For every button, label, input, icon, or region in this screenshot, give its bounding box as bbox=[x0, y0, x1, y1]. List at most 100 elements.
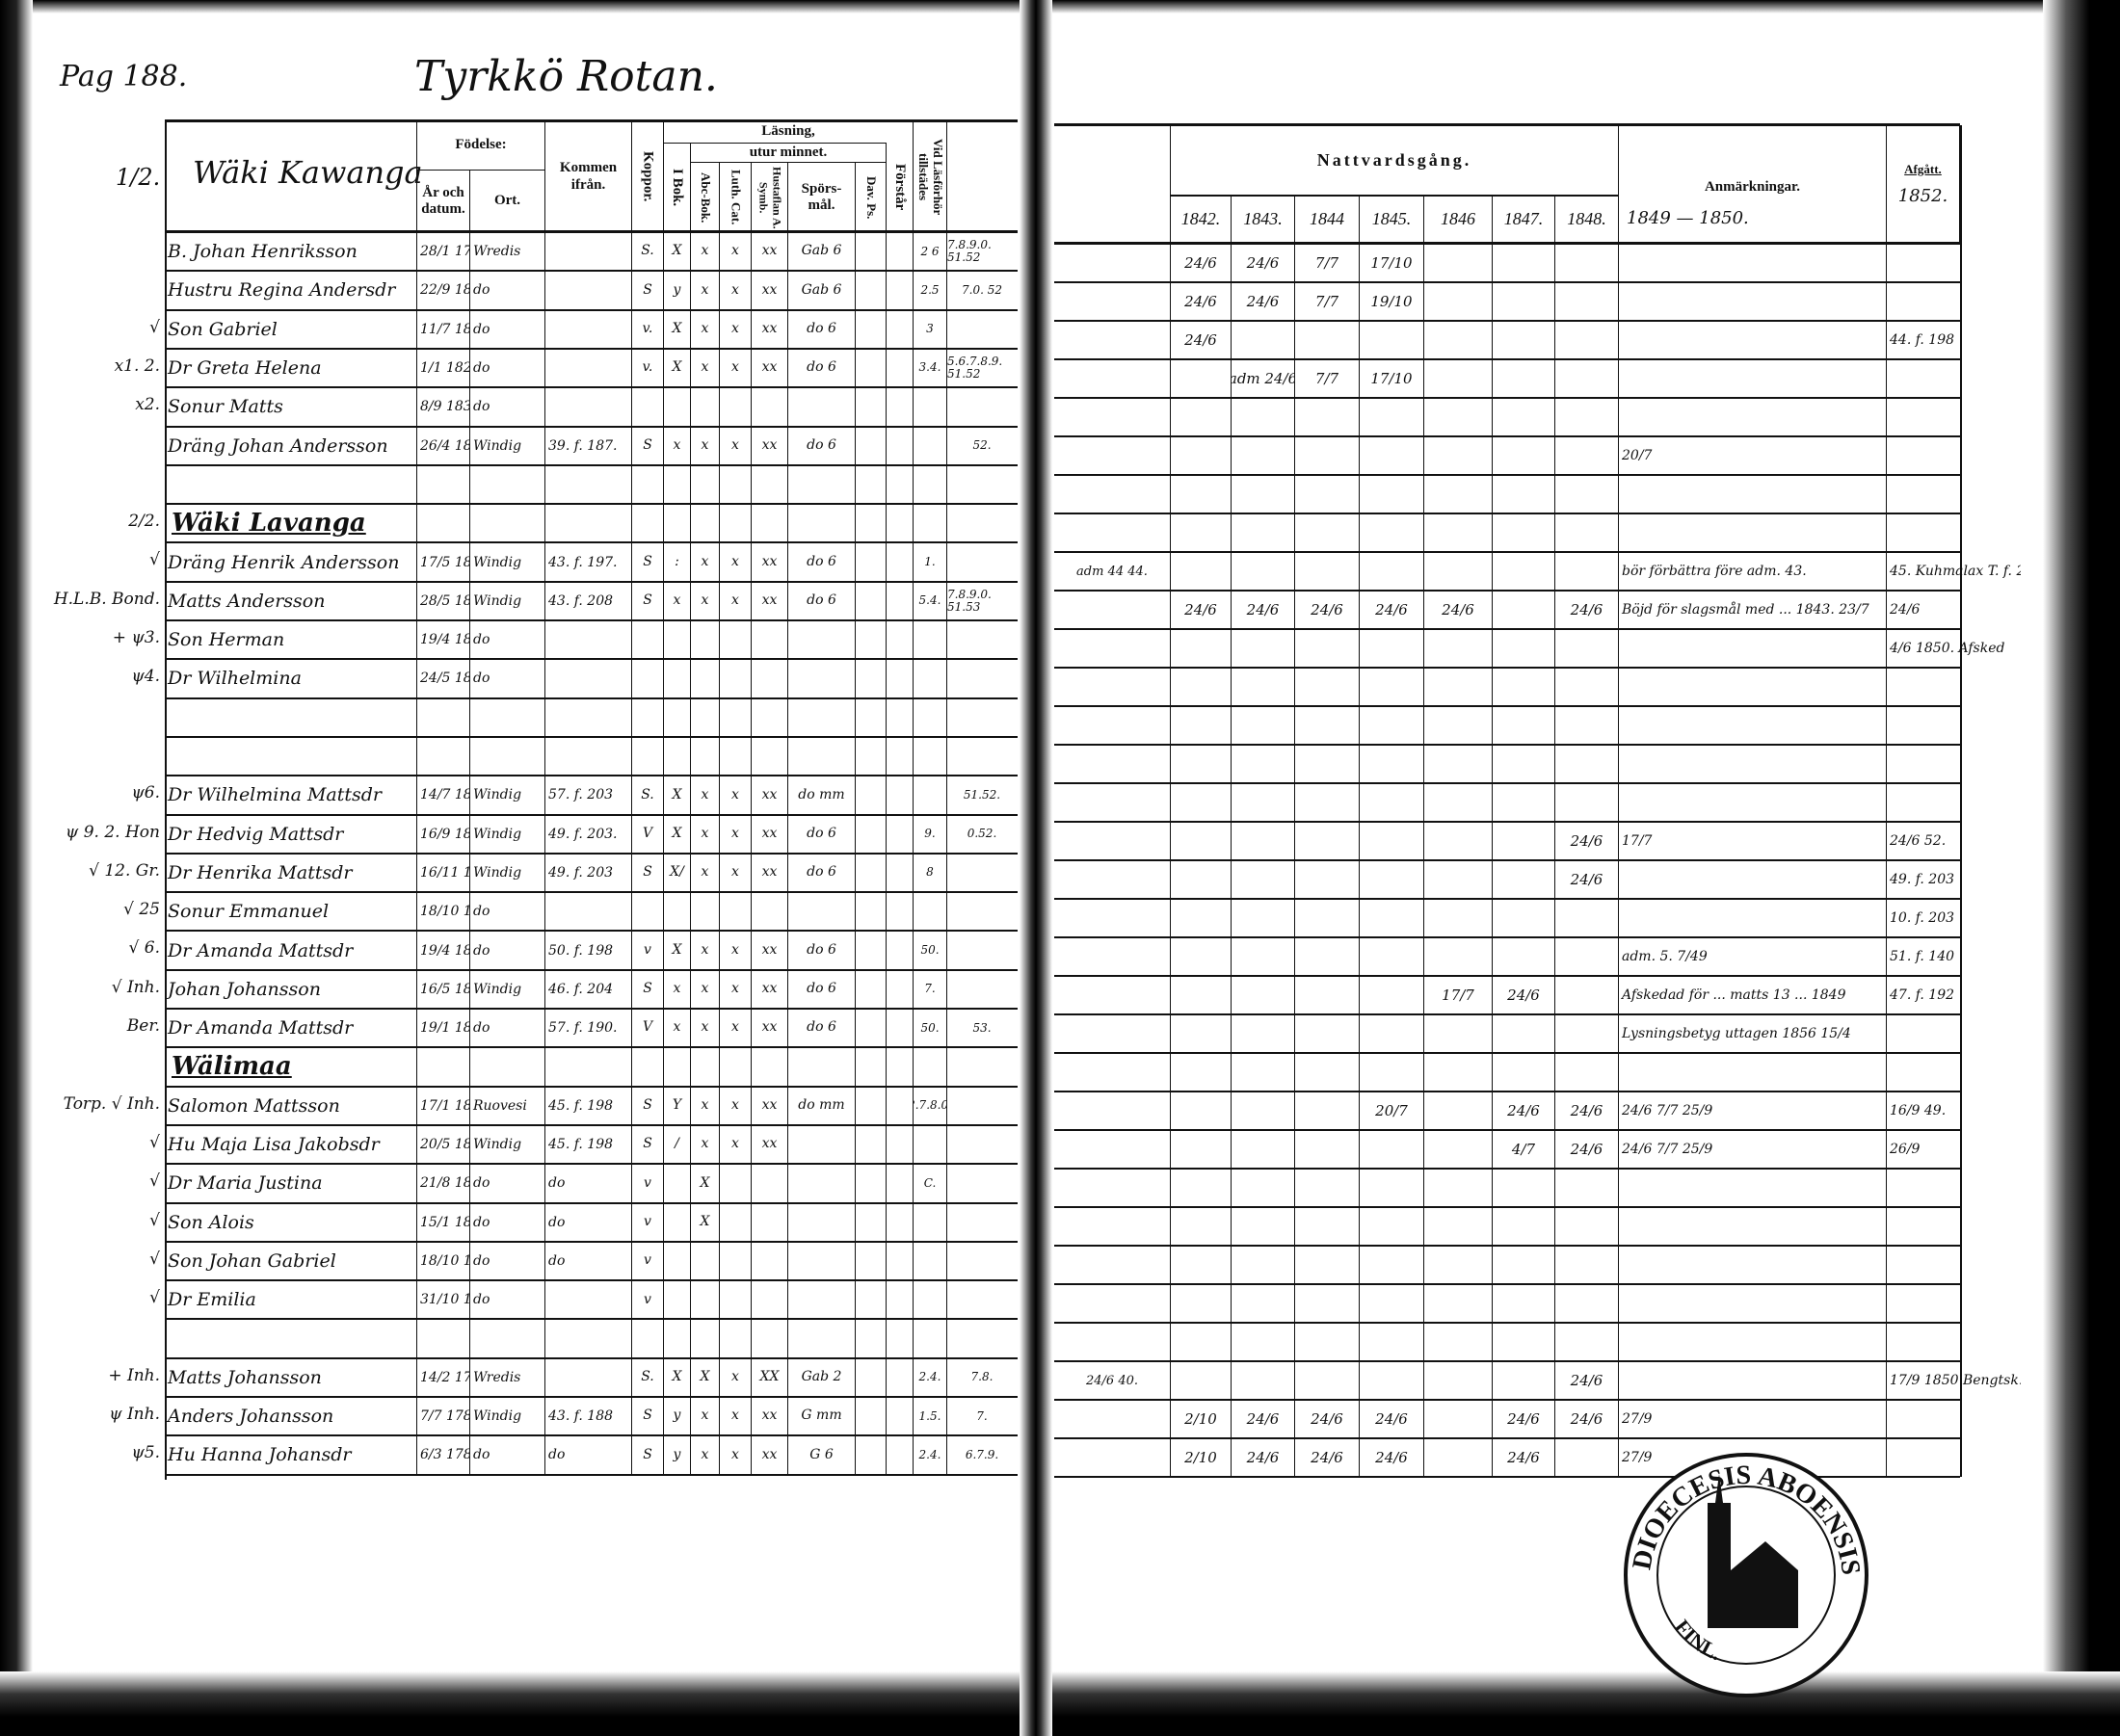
cell-communion-1845 bbox=[1359, 1014, 1423, 1053]
cell-hustaflan: xx bbox=[751, 426, 787, 465]
cell-ort bbox=[469, 504, 544, 543]
cell-left-date bbox=[1886, 436, 2021, 475]
cell-birth: 18/10 1845 bbox=[416, 1241, 469, 1281]
cell-i-bok bbox=[663, 620, 690, 660]
row-rule bbox=[165, 1318, 1018, 1321]
cell-communion-1843: adm 24/6 bbox=[1231, 359, 1294, 398]
cell-communion-1842 bbox=[1170, 1130, 1231, 1169]
cell-luth-cat bbox=[719, 1164, 751, 1203]
cell-left-date bbox=[1886, 1207, 2021, 1246]
cell-remarks bbox=[1618, 359, 1886, 398]
person-name: Dr Amanda Mattsdr bbox=[168, 1017, 354, 1039]
row-rule bbox=[1054, 590, 1960, 592]
cell-forstar bbox=[886, 1202, 913, 1242]
cell-communion-1845 bbox=[1359, 745, 1423, 783]
row-rule bbox=[165, 1240, 1018, 1243]
cell-lasforhor-years bbox=[946, 736, 1017, 776]
cell-lasforhor-years bbox=[946, 1047, 1017, 1087]
cell-ort: do bbox=[469, 931, 544, 970]
cell-communion-1848 bbox=[1554, 1246, 1618, 1284]
cell-communion-1844 bbox=[1294, 783, 1359, 822]
cell-dav-ps bbox=[855, 892, 886, 932]
cell-luth-cat bbox=[719, 1280, 751, 1320]
left-header-top-rule bbox=[165, 119, 1018, 122]
cell-from: 57. f. 203 bbox=[544, 776, 631, 815]
cell-communion-1847 bbox=[1492, 398, 1554, 436]
cell-communion-1845 bbox=[1359, 899, 1423, 937]
cell-luth-cat: x bbox=[719, 1009, 751, 1048]
row-rule bbox=[1054, 1091, 1960, 1092]
cell-communion-1843 bbox=[1231, 1014, 1294, 1053]
cell-luth-cat bbox=[719, 387, 751, 427]
person-name: Son Gabriel bbox=[168, 318, 278, 340]
cell-ort: do bbox=[469, 348, 544, 388]
cell-abc-bok: x bbox=[690, 581, 719, 620]
cell-birth bbox=[416, 697, 469, 737]
cell-i-bok: Y bbox=[663, 1086, 690, 1125]
cell-communion-1847 bbox=[1492, 783, 1554, 822]
row-margin-mark: + ψ3. bbox=[112, 628, 160, 647]
cell-lasforhor: 2.4. bbox=[913, 1435, 946, 1475]
cell-i-bok bbox=[663, 387, 690, 427]
cell-communion-1843 bbox=[1231, 706, 1294, 745]
cell-communion-1844 bbox=[1294, 937, 1359, 976]
person-name: Son Herman bbox=[168, 629, 285, 651]
cell-communion-1842 bbox=[1170, 899, 1231, 937]
row-margin-mark: √ bbox=[149, 1132, 160, 1152]
cell-forstar bbox=[886, 464, 913, 505]
cell-i-bok bbox=[663, 464, 690, 505]
cell-communion-early bbox=[1054, 475, 1170, 513]
cell-communion-1847 bbox=[1492, 1361, 1554, 1400]
cell-lasforhor-years bbox=[946, 1202, 1017, 1242]
row-rule bbox=[165, 347, 1018, 350]
cell-remarks: 24/6 7/7 25/9 bbox=[1618, 1130, 1886, 1169]
cell-lasforhor bbox=[913, 776, 946, 815]
person-name: Dräng Henrik Andersson bbox=[168, 551, 400, 573]
cell-communion-1848 bbox=[1554, 436, 1618, 475]
row-margin-mark: √ Inh. bbox=[111, 977, 160, 997]
cell-hustaflan: xx bbox=[751, 1086, 787, 1125]
cell-communion-1845 bbox=[1359, 1361, 1423, 1400]
cell-communion-early bbox=[1054, 899, 1170, 937]
cell-koppor bbox=[631, 464, 663, 505]
cell-from bbox=[544, 1047, 631, 1087]
cell-communion-1843: 24/6 bbox=[1231, 1400, 1294, 1438]
cell-forstar bbox=[886, 892, 913, 932]
cell-lasforhor-years: 51.52. bbox=[946, 776, 1017, 815]
cell-luth-cat: x bbox=[719, 232, 751, 272]
cell-communion-early bbox=[1054, 1130, 1170, 1169]
cell-lasforhor-years bbox=[946, 309, 1017, 349]
cell-koppor bbox=[631, 620, 663, 660]
cell-dav-ps bbox=[855, 1319, 886, 1358]
cell-lasforhor bbox=[913, 1241, 946, 1281]
cell-dav-ps bbox=[855, 1357, 886, 1397]
cell-koppor: v bbox=[631, 1280, 663, 1320]
cell-birth: 24/5 1852 bbox=[416, 659, 469, 698]
cell-communion-1842 bbox=[1170, 976, 1231, 1014]
cell-communion-early bbox=[1054, 745, 1170, 783]
cell-communion-1847: 24/6 bbox=[1492, 1092, 1554, 1130]
cell-ort: Windig bbox=[469, 814, 544, 854]
cell-communion-1844 bbox=[1294, 706, 1359, 745]
cell-abc-bok: x bbox=[690, 1124, 719, 1165]
cell-communion-1848 bbox=[1554, 629, 1618, 668]
cell-remarks bbox=[1618, 1323, 1886, 1361]
cell-luth-cat: x bbox=[719, 309, 751, 349]
cell-lasforhor-years bbox=[946, 1280, 1017, 1320]
cell-abc-bok: x bbox=[690, 969, 719, 1009]
person-name: Dr Maria Justina bbox=[168, 1172, 323, 1195]
cell-from bbox=[544, 1357, 631, 1397]
cell-lasforhor bbox=[913, 1202, 946, 1242]
cell-ort: Windig bbox=[469, 969, 544, 1009]
cell-abc-bok bbox=[690, 387, 719, 427]
cell-communion-1842 bbox=[1170, 706, 1231, 745]
cell-communion-1848 bbox=[1554, 1207, 1618, 1246]
cell-sporsmal bbox=[787, 504, 855, 543]
cell-left-date bbox=[1886, 1284, 2021, 1323]
row-rule bbox=[165, 270, 1018, 273]
cell-remarks bbox=[1618, 1169, 1886, 1207]
block-mark: 1/2. bbox=[116, 164, 161, 191]
row-rule bbox=[165, 541, 1018, 544]
person-name bbox=[165, 698, 416, 737]
cell-luth-cat: x bbox=[719, 814, 751, 854]
